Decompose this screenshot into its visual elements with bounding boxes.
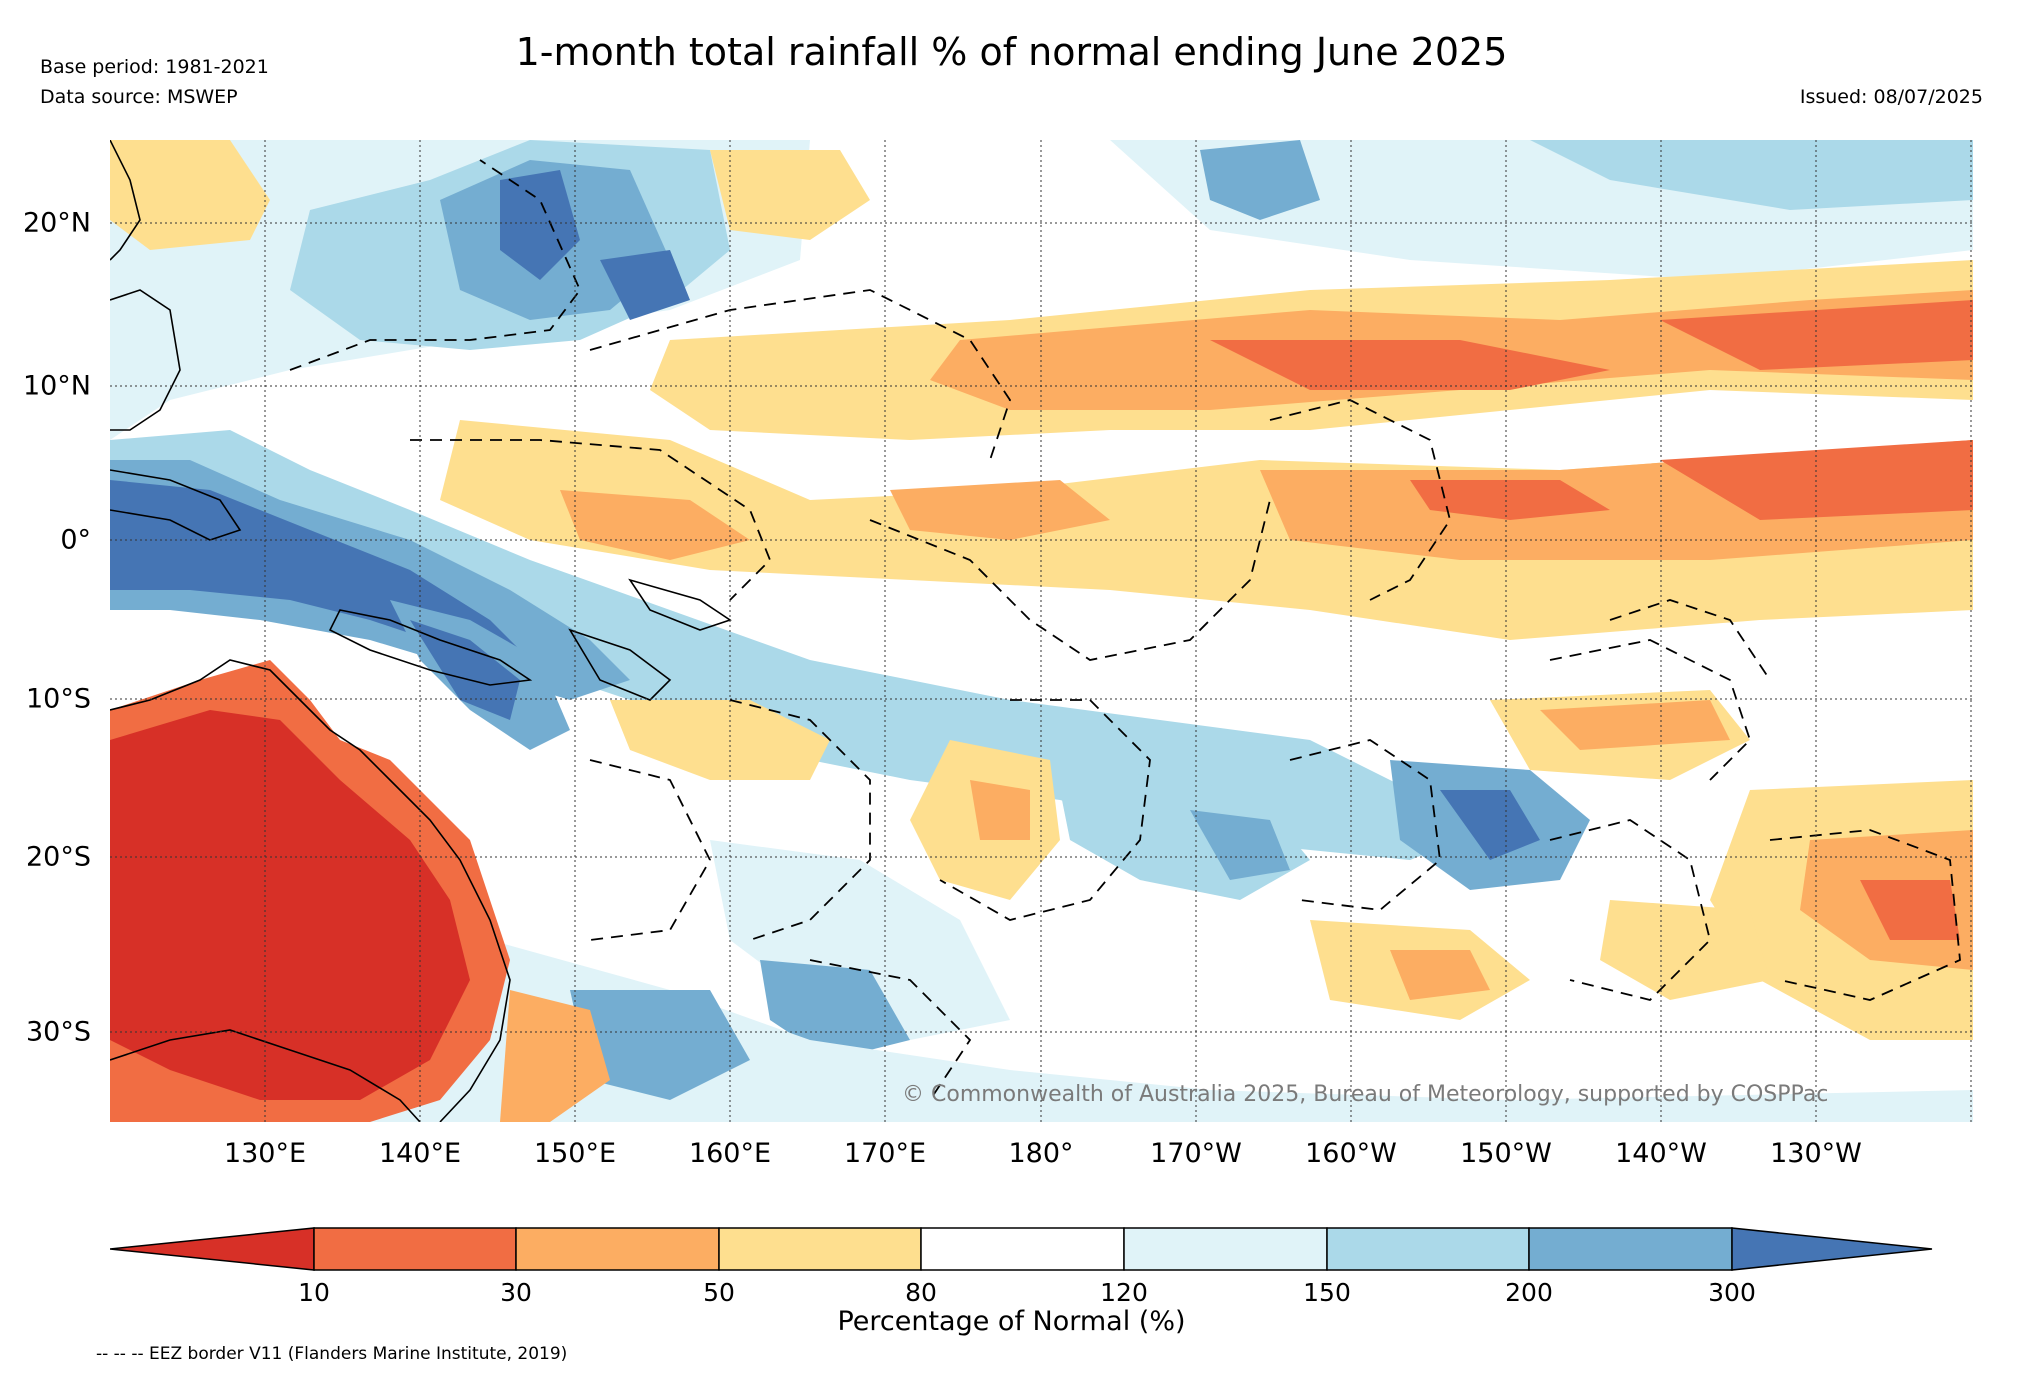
eez-border [410,439,772,601]
colorbar-segment [110,1227,315,1271]
base-period-text: Base period: 1981-2021 [40,56,269,78]
longitude-label: 140°E [378,1138,462,1169]
island-coastline [628,578,732,631]
latitude-label: 10°N [22,370,91,402]
colorbar-segment [515,1227,720,1271]
australia-south-coastline [110,1029,421,1122]
colorbar-tick-label: 50 [703,1278,735,1307]
anomaly-region [500,990,610,1122]
anomaly-region [110,430,1460,860]
anomaly-region [1200,140,1320,220]
graticule [110,140,1973,1122]
eez-border [1289,739,1441,911]
latitude-label: 20°N [22,207,91,239]
longitude-label: 130°E [223,1138,307,1169]
colorbar-tick-label: 120 [1100,1278,1148,1307]
solomon-islands-coastline [568,628,672,701]
eez-border [1549,639,1752,781]
anomaly-region [410,620,520,720]
copyright-text: © Commonwealth of Australia 2025, Bureau… [902,1082,1829,1107]
anomaly-region [1600,900,1770,1000]
colorbar-tick-label: 150 [1303,1278,1351,1307]
eez-border [1609,599,1771,681]
colorbar-tick-label: 10 [298,1278,330,1307]
anomaly-region [110,710,470,1100]
eez-border [1769,829,1961,1001]
colorbar [110,1227,1933,1271]
longitude-label: 150°E [533,1138,617,1169]
eez-legend-note: -- -- -- EEZ border V11 (Flanders Marine… [96,1344,568,1364]
eez-border [1549,819,1711,1001]
anomaly-region [760,960,910,1060]
latitude-label: 0° [60,524,91,556]
anomaly-region [1390,950,1490,1000]
longitude-label: 150°W [1460,1138,1552,1169]
page-title: 1-month total rainfall % of normal endin… [515,30,1508,74]
latitude-label: 20°S [26,841,91,873]
eez-border [589,289,1011,461]
australia-coastline [110,659,511,1122]
longitude-label: 170°E [843,1138,927,1169]
colorbar-segment [718,1227,922,1271]
anomaly-region [1540,700,1730,750]
anomaly-region [610,700,830,780]
colorbar-tick-label: 200 [1505,1278,1553,1307]
colorbar-segment [1326,1227,1530,1271]
longitude-label: 130°W [1770,1138,1862,1169]
longitude-label: 170°W [1150,1138,1242,1169]
latitude-label: 10°S [26,683,91,715]
anomaly-region [560,490,750,560]
anomaly-region [600,250,690,320]
new-guinea-coastline [328,609,533,686]
longitude-label: 180° [1008,1138,1074,1169]
anomaly-region [710,150,870,240]
indonesia-coastline [110,469,242,541]
anomaly-region [710,840,1010,1040]
eez-border [939,699,1151,921]
colorbar-segment [1123,1227,1328,1271]
eez-border [589,759,712,941]
anomaly-region [1410,480,1610,520]
eez-border [289,159,582,371]
colorbar-segment [1528,1227,1733,1271]
map-canvas [110,140,1973,1122]
taiwan-coastline [110,140,141,261]
colorbar-tick-label: 300 [1708,1278,1756,1307]
eez-border [729,699,871,941]
longitude-label: 140°W [1615,1138,1707,1169]
eez-border [1269,399,1451,601]
anomaly-region [890,480,1110,540]
anomaly-region [1190,810,1290,880]
data-source-text: Data source: MSWEP [40,86,238,108]
anomaly-region [970,780,1030,840]
colorbar-tick-label: 80 [905,1278,937,1307]
eez-borders [289,159,1961,1101]
anomaly-region [1210,340,1610,390]
anomaly-region [500,170,580,280]
colorbar-segment [1731,1227,1933,1271]
colorbar-tick-label: 30 [500,1278,532,1307]
eez-border [869,499,1271,661]
colorbar-segment [313,1227,517,1271]
anomaly-region [1860,880,1960,940]
latitude-label: 30°S [26,1016,91,1048]
longitude-label: 160°E [688,1138,772,1169]
colorbar-segment [920,1227,1125,1271]
longitude-label: 160°W [1305,1138,1397,1169]
anomaly-region [1440,790,1540,860]
anomaly-region [570,990,750,1100]
anomaly-region [1530,140,1973,210]
issued-date: Issued: 08/07/2025 [1799,86,1983,108]
colorbar-label: Percentage of Normal (%) [837,1306,1186,1337]
philippines-coastline [110,289,181,431]
rainfall-map [110,140,1973,1122]
eez-border [809,959,972,1101]
coastlines [110,140,732,1122]
